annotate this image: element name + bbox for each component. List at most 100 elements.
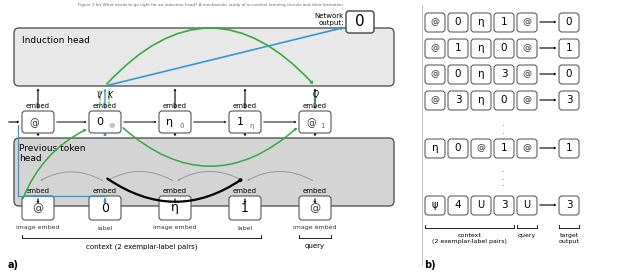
FancyBboxPatch shape (299, 111, 331, 133)
FancyBboxPatch shape (89, 111, 121, 133)
FancyBboxPatch shape (494, 139, 514, 158)
Text: 0: 0 (500, 43, 508, 53)
Text: U: U (477, 200, 484, 210)
Text: @: @ (29, 118, 39, 128)
FancyBboxPatch shape (448, 39, 468, 58)
Text: η: η (477, 43, 484, 53)
Text: context (2 exemplar-label pairs): context (2 exemplar-label pairs) (86, 243, 197, 249)
Text: 0: 0 (455, 17, 461, 27)
FancyBboxPatch shape (425, 139, 445, 158)
Text: .: . (500, 172, 503, 182)
FancyBboxPatch shape (559, 13, 579, 32)
Text: @: @ (477, 143, 486, 153)
Text: 0: 0 (500, 95, 508, 105)
Text: 0: 0 (101, 201, 109, 215)
FancyBboxPatch shape (89, 196, 121, 220)
FancyBboxPatch shape (299, 196, 331, 220)
Text: Network
output:: Network output: (315, 13, 344, 25)
Text: Previous token
head: Previous token head (19, 144, 86, 163)
Text: 3: 3 (566, 200, 572, 210)
Text: a): a) (8, 260, 19, 270)
Text: 1: 1 (320, 123, 324, 129)
Text: embed: embed (163, 103, 187, 109)
FancyBboxPatch shape (425, 13, 445, 32)
Text: @: @ (306, 118, 316, 128)
FancyBboxPatch shape (559, 39, 579, 58)
Text: embed: embed (26, 188, 50, 194)
FancyBboxPatch shape (22, 196, 54, 220)
Text: 3: 3 (500, 200, 508, 210)
Text: embed: embed (26, 103, 50, 109)
Text: 1: 1 (500, 17, 508, 27)
Text: @: @ (109, 124, 115, 129)
FancyBboxPatch shape (517, 65, 537, 84)
Text: embed: embed (93, 188, 117, 194)
Text: Figure 1 for What needs to go right for an induction head? A mechanistic study o: Figure 1 for What needs to go right for … (77, 3, 342, 7)
Text: Induction head: Induction head (22, 36, 90, 45)
Text: ψ: ψ (432, 200, 438, 210)
Text: embed: embed (163, 188, 187, 194)
FancyBboxPatch shape (494, 196, 514, 215)
FancyBboxPatch shape (494, 91, 514, 110)
FancyBboxPatch shape (494, 65, 514, 84)
FancyBboxPatch shape (159, 196, 191, 220)
Text: η: η (171, 201, 179, 215)
Text: η: η (166, 117, 173, 127)
FancyBboxPatch shape (559, 65, 579, 84)
Text: 1: 1 (237, 117, 243, 127)
Text: .: . (500, 133, 503, 143)
Text: 1: 1 (566, 143, 572, 153)
FancyBboxPatch shape (22, 111, 54, 133)
Text: Q: Q (313, 90, 319, 100)
FancyBboxPatch shape (494, 39, 514, 58)
FancyBboxPatch shape (471, 196, 491, 215)
Text: @: @ (522, 18, 531, 27)
Text: target
output: target output (559, 233, 579, 244)
Text: .: . (500, 179, 503, 189)
Text: @: @ (431, 44, 440, 52)
FancyBboxPatch shape (425, 39, 445, 58)
Text: @: @ (309, 203, 321, 213)
Text: .: . (500, 165, 503, 174)
FancyBboxPatch shape (471, 13, 491, 32)
FancyBboxPatch shape (229, 196, 261, 220)
Text: embed: embed (303, 103, 327, 109)
FancyBboxPatch shape (448, 196, 468, 215)
FancyBboxPatch shape (559, 91, 579, 110)
Text: label: label (237, 225, 253, 230)
FancyBboxPatch shape (448, 65, 468, 84)
FancyBboxPatch shape (425, 196, 445, 215)
FancyBboxPatch shape (517, 91, 537, 110)
Text: 1: 1 (241, 201, 249, 215)
FancyBboxPatch shape (471, 39, 491, 58)
Text: context
(2 exemplar-label pairs): context (2 exemplar-label pairs) (432, 233, 507, 244)
Text: @: @ (522, 44, 531, 52)
Text: embed: embed (233, 188, 257, 194)
FancyBboxPatch shape (14, 28, 394, 86)
FancyBboxPatch shape (346, 11, 374, 33)
Text: query: query (518, 233, 536, 238)
FancyBboxPatch shape (448, 13, 468, 32)
Text: 0: 0 (566, 17, 572, 27)
Text: 1: 1 (500, 143, 508, 153)
FancyBboxPatch shape (517, 13, 537, 32)
Text: image embed: image embed (16, 225, 60, 230)
FancyBboxPatch shape (559, 196, 579, 215)
Text: 3: 3 (566, 95, 572, 105)
Text: embed: embed (93, 103, 117, 109)
FancyBboxPatch shape (559, 139, 579, 158)
FancyBboxPatch shape (159, 111, 191, 133)
Text: image embed: image embed (293, 225, 337, 230)
Text: 4: 4 (454, 200, 461, 210)
Text: .: . (500, 119, 503, 129)
Text: @: @ (33, 203, 44, 213)
Text: η: η (250, 123, 254, 129)
Text: V: V (97, 90, 102, 100)
Text: 0: 0 (97, 117, 104, 127)
FancyBboxPatch shape (517, 196, 537, 215)
Text: 0: 0 (455, 143, 461, 153)
Text: @: @ (431, 69, 440, 78)
Text: @: @ (431, 95, 440, 105)
Text: query: query (305, 243, 325, 249)
Text: 0: 0 (566, 69, 572, 79)
